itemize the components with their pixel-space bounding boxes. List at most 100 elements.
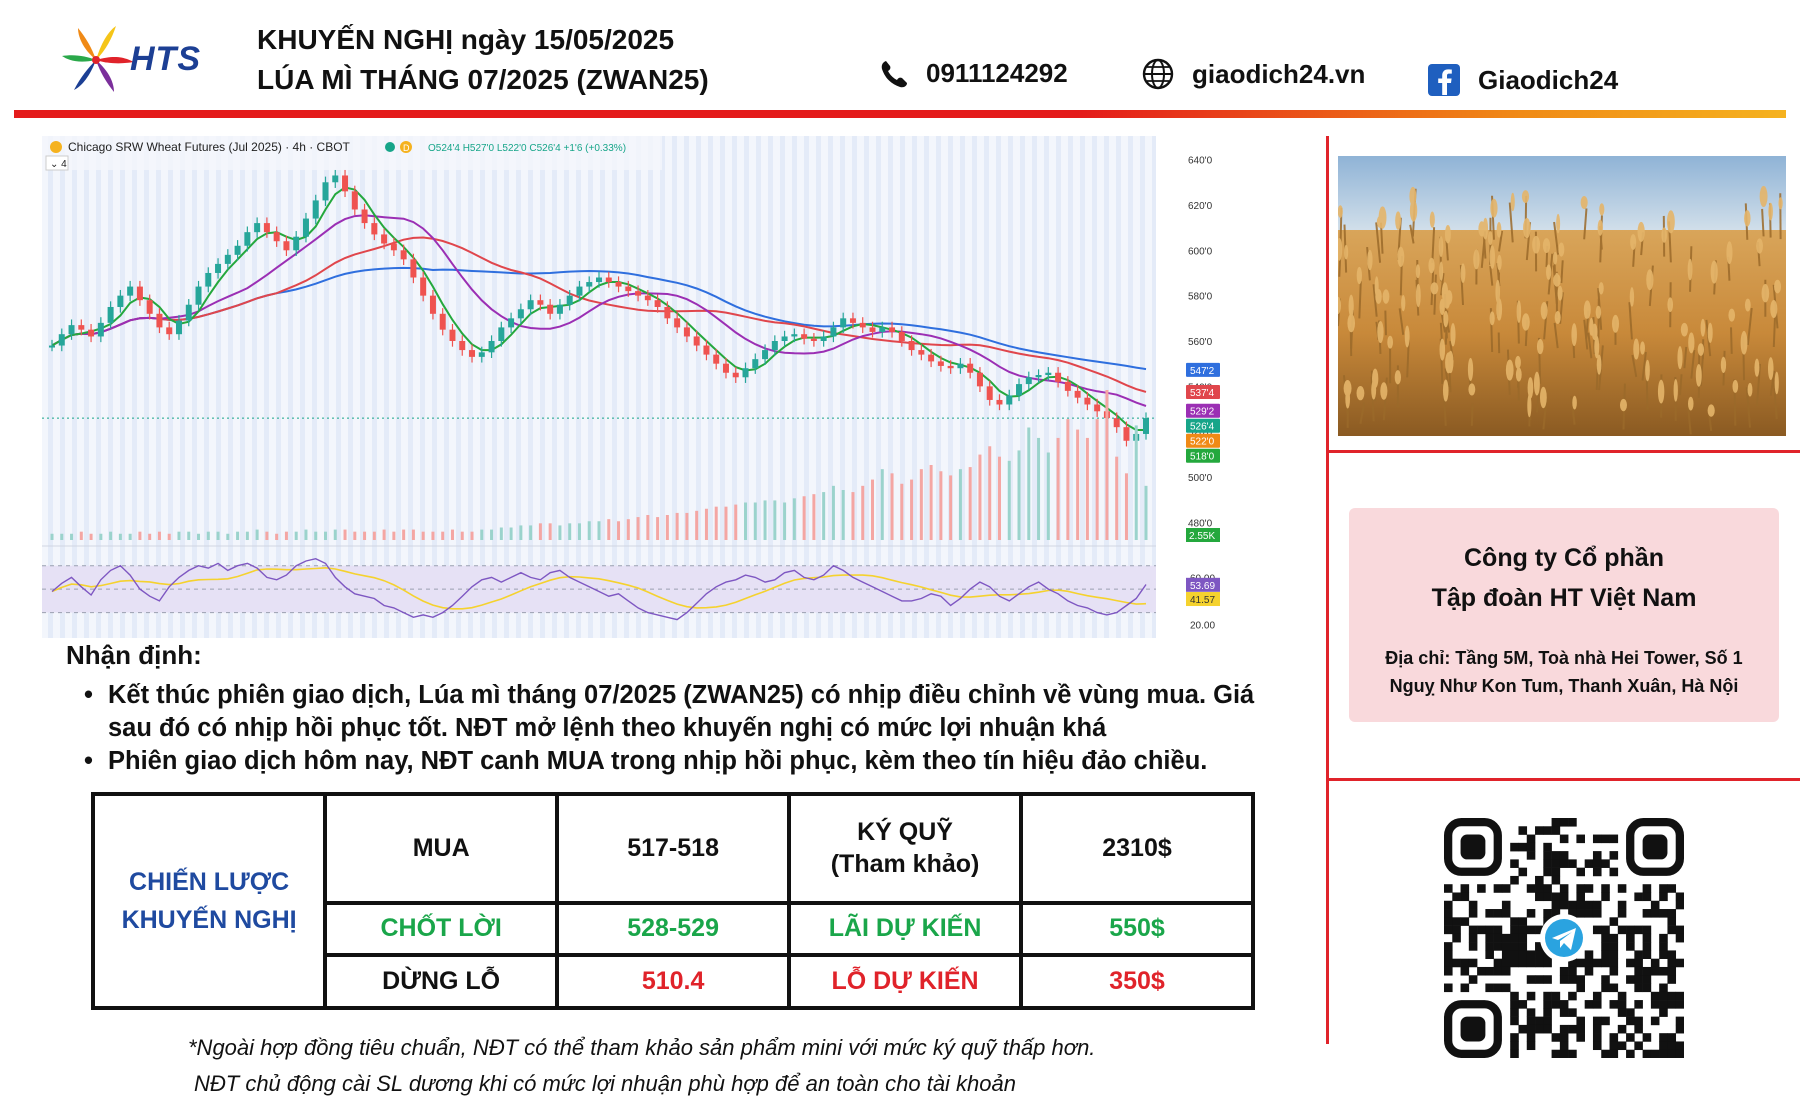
chart-grid-stripe (1092, 136, 1097, 638)
candle-body (664, 306, 671, 319)
candle-body (605, 277, 612, 283)
candle-body (302, 218, 309, 237)
candle-body (967, 363, 974, 373)
qr-code-icon[interactable] (1444, 818, 1685, 1059)
chart-grid-stripe (384, 136, 389, 638)
telegram-qr-code[interactable] (1444, 818, 1685, 1059)
chart-grid-stripe (420, 136, 425, 638)
candle-body (996, 399, 1003, 405)
wheat-field-photo (1338, 156, 1786, 436)
volume-bar (363, 531, 367, 540)
volume-bar (734, 504, 738, 540)
chart-grid-stripe (552, 136, 557, 638)
volume-bar (978, 454, 982, 540)
website-link[interactable]: giaodich24.vn (1142, 58, 1365, 90)
chart-grid-stripe (804, 136, 809, 638)
ma-purple-line (51, 214, 1147, 407)
chart-grid-stripe (60, 136, 65, 638)
volume-bar (60, 533, 64, 540)
price-tag (1186, 433, 1220, 448)
take-profit-action-cell: CHỐT LỜI (323, 900, 560, 958)
candle-body (1064, 381, 1071, 391)
candle-body (889, 327, 896, 332)
rsi-signal-line (51, 566, 1147, 610)
chart-grid-stripe (240, 136, 245, 638)
volume-bar (499, 527, 503, 540)
candle-body (224, 254, 231, 264)
volume-bar (919, 469, 923, 540)
chart-grid-stripe (312, 136, 317, 638)
chart-grid-stripe (528, 136, 533, 638)
title-line-1: KHUYẾN NGHỊ ngày 15/05/2025 (257, 24, 675, 55)
candle-body (840, 318, 847, 328)
candle-body (986, 386, 993, 400)
volume-bar (841, 490, 845, 540)
candle-body (1094, 404, 1101, 412)
candle-body (918, 350, 925, 355)
price-tag-label: 537'4 (1190, 388, 1215, 399)
chart-grid-stripe (48, 136, 53, 638)
strategy-label-line-2: KHUYẾN NGHỊ (121, 906, 297, 934)
chart-grid-stripe (324, 136, 329, 638)
chart-grid-stripe (840, 136, 845, 638)
volume-bar (861, 485, 865, 540)
volume-bar (636, 517, 640, 540)
chart-grid-stripe (636, 136, 641, 638)
chart-grid-stripe (564, 136, 569, 638)
volume-bar (929, 465, 933, 540)
price-chart-svg[interactable]: 640'0620'0600'0580'0560'0540'0520'0500'0… (42, 136, 1312, 638)
volume-bar (1105, 390, 1109, 540)
candle-body (742, 368, 749, 378)
candle-body (400, 250, 407, 260)
phone-icon (881, 60, 907, 87)
volume-bar (958, 469, 962, 540)
candle-body (703, 345, 710, 355)
candle-body (283, 241, 290, 251)
facebook-link[interactable]: Giaodich24 (1428, 64, 1618, 96)
volume-bar (724, 506, 728, 540)
chart-grid-stripe (396, 136, 401, 638)
collapse-toggle-label: ⌄ 4 (50, 159, 67, 170)
volume-bar (402, 529, 406, 540)
price-chart[interactable]: 640'0620'0600'0580'0560'0540'0520'0500'0… (42, 136, 1312, 638)
volume-bar (607, 519, 611, 540)
candle-body (293, 236, 300, 251)
chart-grid-stripe (1008, 136, 1013, 638)
candle-body (830, 327, 837, 337)
chart-grid-stripe (1152, 136, 1157, 638)
volume-bar (548, 523, 552, 540)
volume-bar (382, 529, 386, 540)
volume-bar (450, 529, 454, 540)
candle-body (762, 350, 769, 360)
chart-grid-stripe (696, 136, 701, 638)
candle-body (410, 259, 417, 278)
candle-body (185, 304, 192, 321)
chart-grid-stripe (1020, 136, 1025, 638)
ma-red-line (51, 236, 1147, 393)
volume-bar (304, 529, 308, 540)
candle-body (976, 372, 983, 387)
stop-loss-price-cell: 510.4 (555, 953, 792, 1010)
candle-body (332, 175, 339, 183)
candle-body (88, 329, 95, 337)
volume-bar (333, 529, 337, 540)
volume-bar (783, 502, 787, 540)
phone-contact[interactable]: 0911124292 (880, 58, 1068, 89)
expected-profit-label-cell: LÃI DỰ KIẾN (787, 900, 1024, 958)
globe-icon (1142, 58, 1174, 90)
candle-body (771, 341, 778, 351)
title-line-2: LÚA MÌ THÁNG 07/2025 (ZWAN25) (257, 64, 709, 95)
volume-bar (1027, 427, 1031, 540)
candle-body (566, 295, 573, 305)
volume-bar (792, 498, 796, 540)
candle-body (205, 272, 212, 287)
volume-bar (900, 483, 904, 540)
volume-bar (802, 496, 806, 540)
candle-body (322, 182, 329, 201)
candle-body (478, 352, 485, 357)
wheat-symbol-icon (50, 141, 62, 153)
chart-grid-stripe (744, 136, 749, 638)
chart-grid-stripe (228, 136, 233, 638)
volume-bar (187, 531, 191, 540)
candle-body (136, 286, 143, 301)
